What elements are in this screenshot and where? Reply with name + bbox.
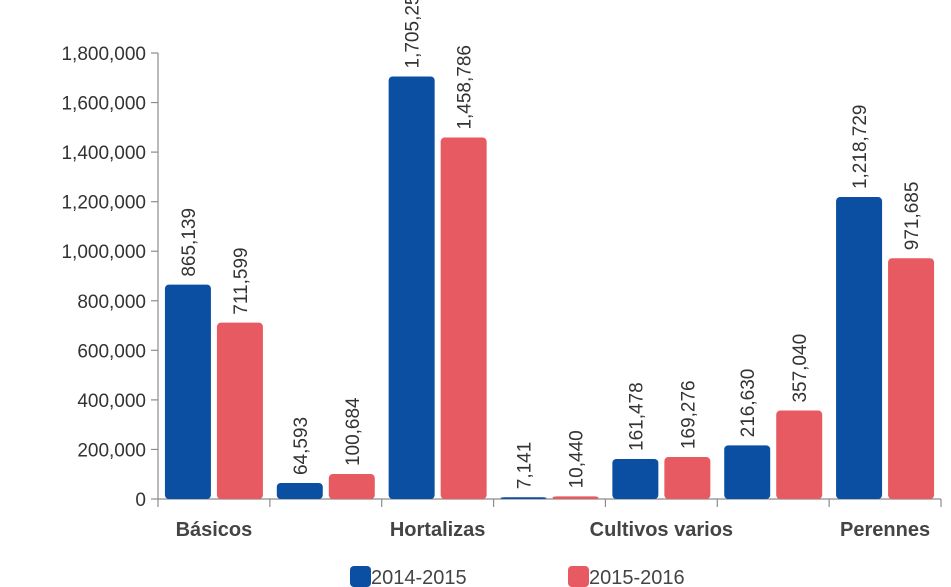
bars [164,76,935,500]
bar-series1 [724,445,771,499]
bar-series2 [216,322,263,499]
legend-swatch [568,566,589,587]
bar-series2 [440,137,487,500]
legend-swatch [350,566,371,587]
bar-series1 [500,497,547,499]
y-tick-label: 600,000 [77,341,146,362]
data-label: 100,684 [343,397,364,466]
bar-series2 [888,258,935,499]
legend-label: 2014-2015 [371,567,467,587]
data-label: 1,218,729 [850,104,871,189]
bar-series1 [276,482,323,499]
data-label: 357,040 [790,334,811,403]
data-label: 711,599 [231,247,252,314]
legend: 2014-2015 2015-2016 [350,566,685,587]
y-tick-label: 1,800,000 [61,44,146,65]
y-tick-label: 1,200,000 [61,193,146,214]
y-tick-label: 800,000 [77,292,146,313]
bar-series1 [836,197,883,499]
bar-series1 [612,458,659,499]
bar-series2 [552,496,599,499]
x-axis: Básicos Hortalizas Cultivos varios Perennes [157,498,942,541]
bar-series2 [328,474,375,499]
legend-label: 2015-2016 [589,567,685,587]
y-tick-label: 400,000 [77,391,146,412]
data-label: 216,630 [738,369,759,438]
y-axis: 0 200,000 400,000 600,000 800,000 1,000,000 1,… [61,44,159,511]
y-tick-label: 200,000 [77,440,146,461]
data-label: 7,141 [515,442,536,490]
y-tick-label: 0 [135,490,146,511]
category-label: Básicos [176,519,253,541]
y-tick-label: 1,000,000 [61,242,146,263]
category-label: Hortalizas [390,519,486,541]
data-label: 161,478 [626,382,647,451]
bar-series2 [664,457,711,499]
data-label: 865,139 [179,208,200,277]
bar-series1 [164,284,211,499]
data-label: 1,458,786 [455,45,476,130]
bar-series1 [388,76,435,499]
y-tick-label: 1,600,000 [61,94,146,115]
category-label: Perennes [840,519,930,541]
data-label: 971,685 [902,182,923,251]
data-label: 169,276 [678,380,699,449]
data-label: 64,593 [291,417,312,475]
category-label: Cultivos varios [590,519,733,541]
data-label: 1,705,254 [403,0,424,68]
y-tick-label: 1,400,000 [61,143,146,164]
data-label: 10,440 [567,430,588,488]
data-labels: 865,139 64,593 1,705,254 7,141 161,478 216,63… [179,0,923,489]
bar-series2 [776,410,823,499]
